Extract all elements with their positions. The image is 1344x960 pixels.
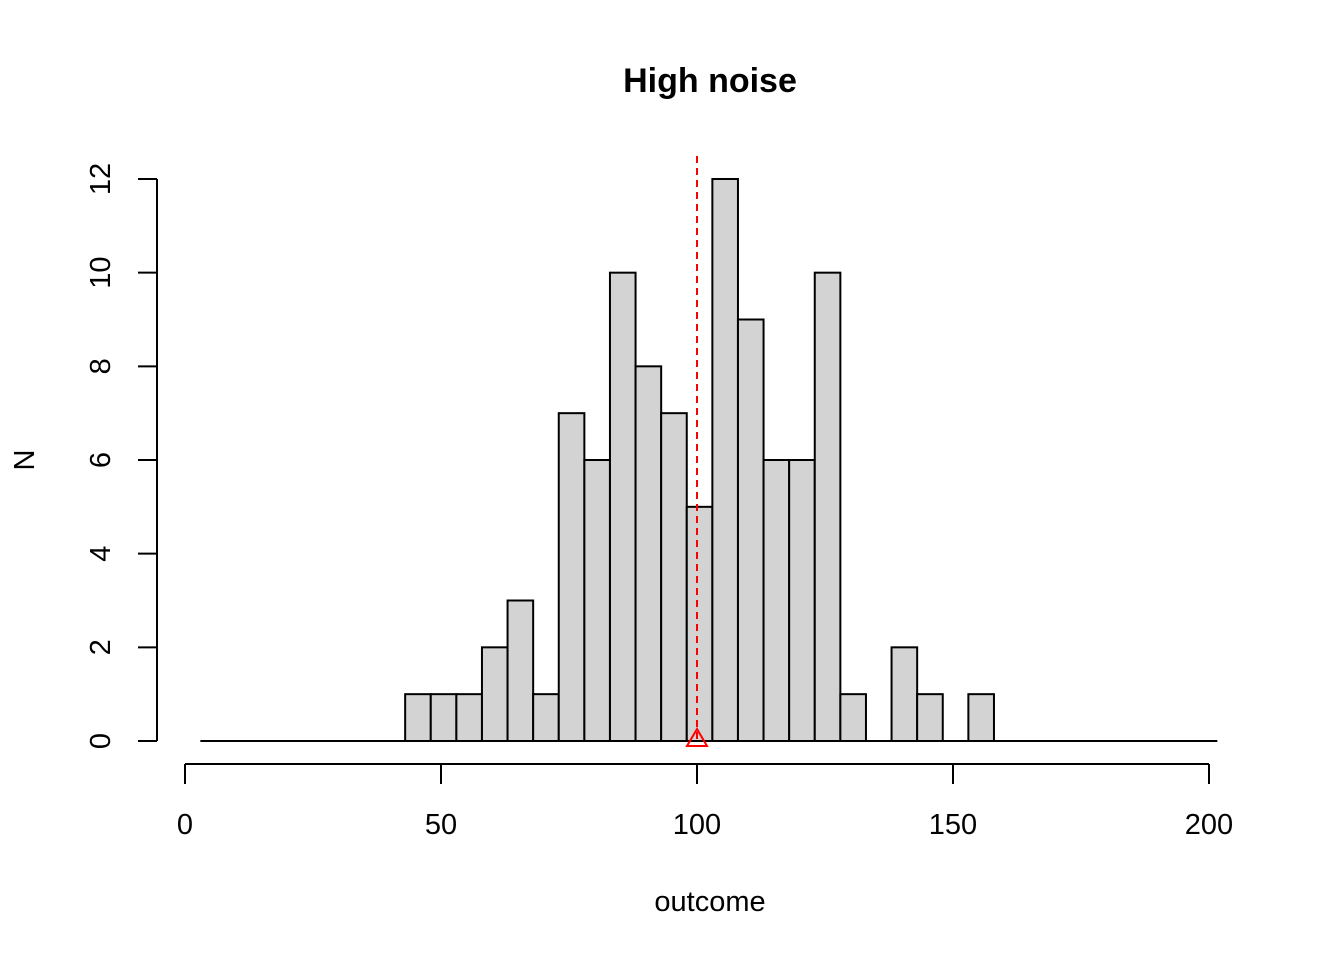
y-axis: 0 2 4 6 8 10 12 [85,163,158,749]
y-axis-label: N [9,450,41,471]
histogram-bar [532,693,560,743]
histogram-bar [480,646,509,742]
x-tick-label: 0 [177,809,193,841]
reference-group [685,156,709,747]
y-tick-label: 0 [85,733,117,749]
histogram-bar [557,412,586,742]
histogram-bar [890,646,919,742]
histogram-bar [660,412,688,742]
x-tick-label: 200 [1185,809,1233,841]
y-tick-label: 2 [85,639,117,655]
y-tick-label: 10 [85,257,117,289]
histogram-bar [608,271,637,742]
histogram-bar [762,459,791,742]
histogram-bar [583,459,611,742]
histogram-bar [839,693,867,743]
histogram-bar [429,693,458,743]
histogram-bar [634,365,663,742]
x-axis-label: outcome [654,886,765,918]
histogram-bar [916,693,944,743]
x-tick-label: 100 [673,809,721,841]
x-tick-label: 150 [929,809,977,841]
histogram-bar [813,271,842,742]
histogram-bar [455,693,483,743]
histogram-bar [711,178,739,742]
bars-group [404,178,995,743]
y-tick-label: 12 [85,163,117,195]
x-tick-label: 50 [425,809,457,841]
histogram-bar [736,318,765,742]
histogram-bar [685,505,714,743]
y-tick-label: 8 [85,358,117,374]
histogram-bar [404,693,432,743]
y-tick-label: 4 [85,546,117,562]
reference-marker [685,727,709,747]
histogram-bar [788,459,816,742]
histogram-bar [967,693,995,743]
x-axis: 0 50 100 150 200 [177,763,1233,841]
chart-title: High noise [623,62,797,100]
histogram-bar [506,599,535,742]
y-tick-label: 6 [85,452,117,468]
